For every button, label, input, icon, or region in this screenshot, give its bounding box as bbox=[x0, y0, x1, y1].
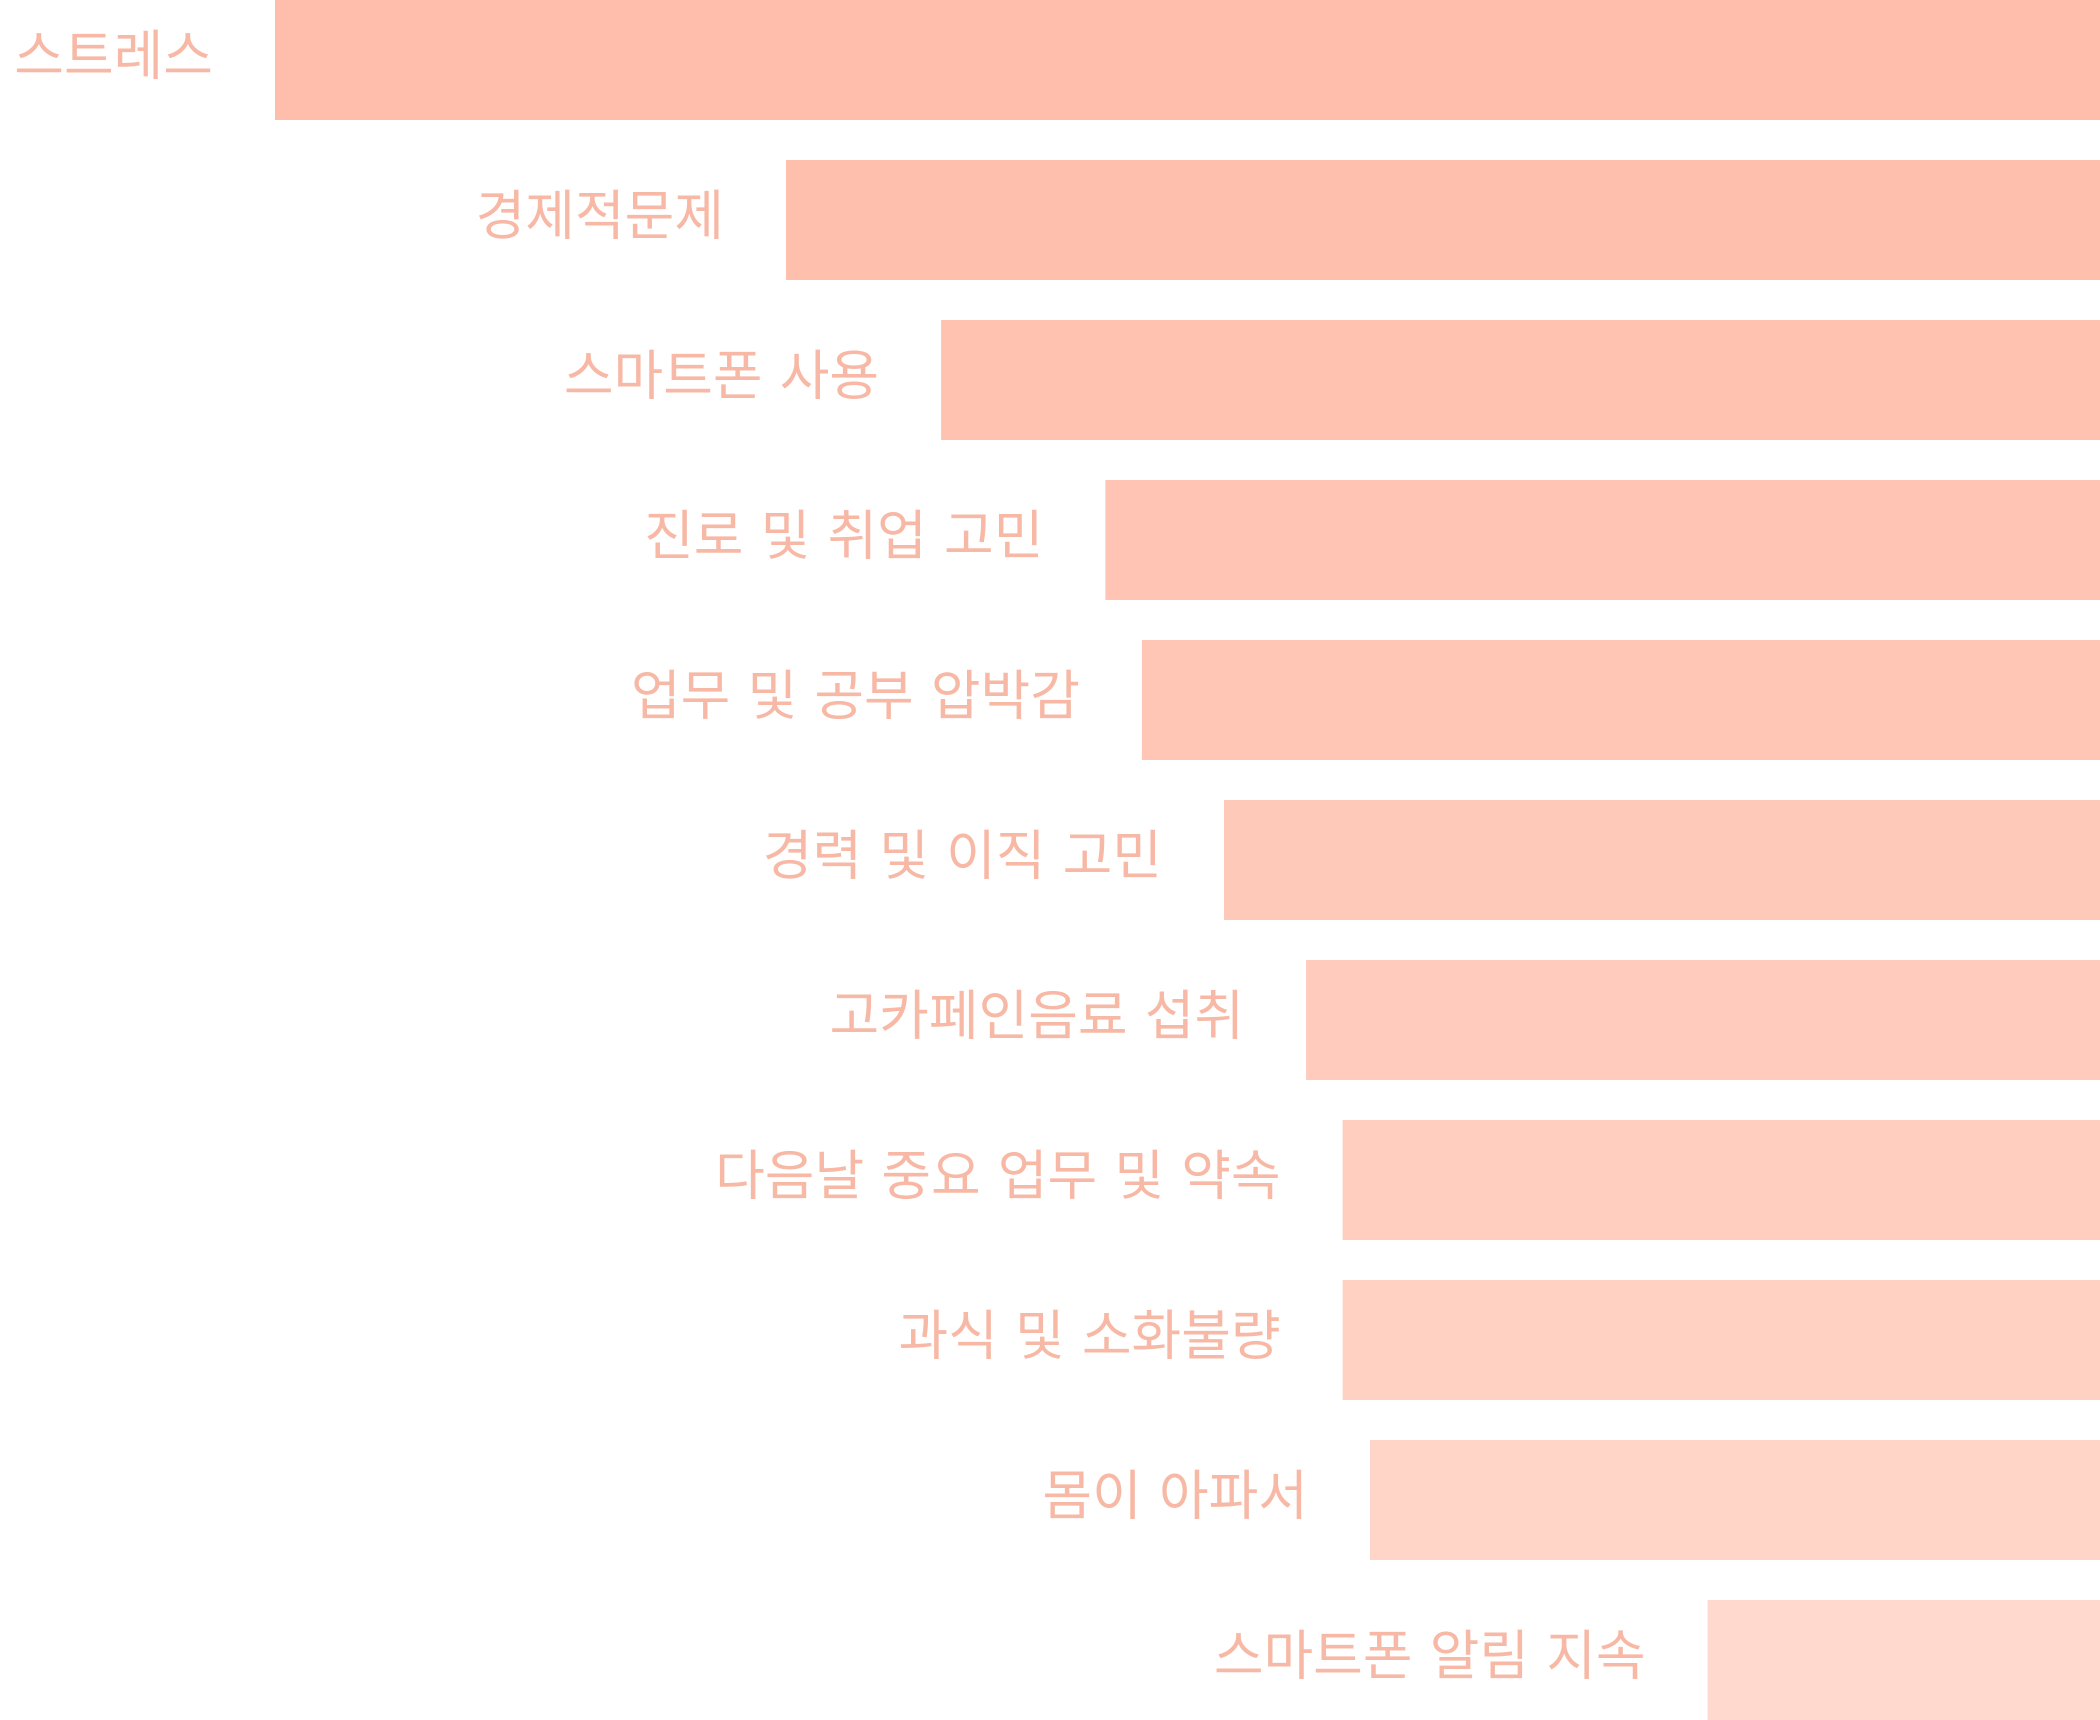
bar-2 bbox=[941, 320, 2100, 440]
category-label-4: 업무 및 공부 압박감 bbox=[631, 665, 1080, 728]
bar-6 bbox=[1306, 960, 2100, 1080]
bar-0 bbox=[275, 0, 2100, 120]
category-label-1: 경제적문제 bbox=[476, 185, 724, 248]
bar-1 bbox=[786, 160, 2100, 280]
category-label-8: 과식 및 소화불량 bbox=[899, 1305, 1281, 1368]
category-label-10: 스마트폰 알림 지속 bbox=[1214, 1625, 1646, 1688]
bar-7 bbox=[1343, 1120, 2100, 1240]
bar-10 bbox=[1708, 1600, 2100, 1720]
bar-4 bbox=[1142, 640, 2100, 760]
bar-8 bbox=[1343, 1280, 2100, 1400]
category-label-7: 다음날 중요 업무 및 약속 bbox=[715, 1145, 1280, 1208]
category-label-9: 몸이 아파서 bbox=[1042, 1465, 1308, 1528]
category-label-3: 진로 및 취업 고민 bbox=[644, 505, 1043, 568]
category-label-5: 경력 및 이직 고민 bbox=[763, 825, 1162, 888]
bar-5 bbox=[1224, 800, 2100, 920]
bar-9 bbox=[1370, 1440, 2100, 1560]
bars-layer bbox=[275, 0, 2100, 1720]
category-label-0: 스트레스 bbox=[14, 25, 213, 88]
category-label-6: 고카페인음료 섭취 bbox=[829, 985, 1244, 1048]
category-label-2: 스마트폰 사용 bbox=[564, 345, 879, 408]
bar-3 bbox=[1105, 480, 2100, 600]
